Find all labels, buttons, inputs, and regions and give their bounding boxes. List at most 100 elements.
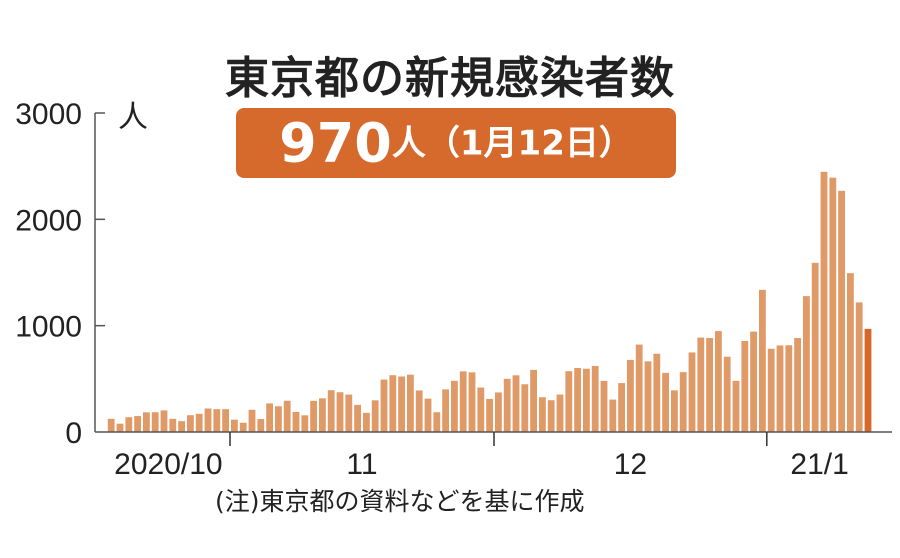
bar — [160, 410, 168, 432]
bar — [389, 375, 397, 432]
bar — [697, 337, 705, 432]
bar — [811, 262, 819, 432]
bar — [107, 418, 115, 432]
bar — [776, 345, 784, 432]
bar — [231, 419, 238, 432]
bar — [530, 369, 537, 432]
bar — [116, 423, 124, 432]
bar — [292, 411, 300, 432]
bar — [767, 348, 775, 432]
bar — [266, 403, 273, 432]
bar — [653, 353, 661, 432]
bar — [671, 390, 678, 432]
bar — [495, 392, 502, 432]
bar — [398, 376, 405, 432]
bar — [301, 415, 309, 432]
bar — [195, 413, 203, 432]
bar — [310, 400, 317, 432]
bar — [354, 404, 361, 432]
y-tick-label: 3000 — [15, 98, 82, 131]
source-note: (注)東京都の資料などを基に作成 — [215, 487, 585, 516]
bar — [178, 421, 185, 432]
y-tick-label: 0 — [65, 417, 82, 450]
bar — [591, 365, 599, 432]
bar — [486, 398, 493, 432]
bar — [275, 406, 282, 432]
bar — [741, 340, 749, 432]
bar — [204, 408, 212, 432]
bar — [363, 412, 370, 432]
bar — [644, 361, 652, 432]
bar — [248, 409, 256, 432]
bar — [512, 375, 520, 432]
bar — [442, 389, 449, 432]
bar — [547, 400, 555, 432]
x-month-label: 12 — [614, 448, 647, 481]
bar — [433, 412, 441, 432]
bar — [556, 394, 564, 432]
bar — [415, 390, 423, 432]
bar — [380, 379, 388, 432]
bar — [838, 190, 845, 432]
bar — [723, 356, 731, 432]
bar — [565, 371, 573, 432]
bar — [319, 398, 326, 432]
bar — [451, 380, 458, 432]
bar — [785, 345, 793, 432]
bar — [847, 273, 854, 432]
bar — [539, 397, 546, 432]
y-unit-label: 人 — [118, 100, 148, 135]
bar — [732, 380, 740, 432]
x-month-label: 2020/10 — [114, 448, 222, 481]
bar — [715, 331, 722, 432]
bar — [662, 372, 669, 432]
bar — [424, 398, 432, 432]
bar — [600, 380, 608, 432]
bar — [794, 338, 801, 432]
bar — [371, 400, 379, 432]
bar — [257, 419, 265, 432]
bar — [283, 400, 291, 432]
bar — [521, 384, 529, 432]
x-month-label: 21/1 — [790, 448, 848, 481]
bar — [134, 416, 141, 432]
y-tick-label: 2000 — [15, 204, 82, 237]
bar — [187, 415, 194, 432]
bar — [222, 409, 229, 432]
bar — [574, 367, 581, 432]
bar — [503, 378, 511, 432]
bar — [151, 412, 159, 432]
bar — [125, 417, 133, 432]
bar — [583, 368, 590, 432]
bar — [407, 374, 414, 432]
bar — [803, 296, 810, 432]
bar — [327, 390, 335, 432]
bar — [679, 372, 687, 432]
bar — [759, 289, 766, 432]
latest-value-badge: 970人（1月12日） — [236, 108, 676, 178]
bar — [618, 383, 625, 432]
bar — [635, 344, 643, 432]
bar — [829, 177, 837, 432]
bar — [609, 399, 617, 432]
bar — [627, 359, 634, 432]
bar — [143, 412, 150, 432]
bar — [864, 328, 872, 432]
bar — [213, 409, 221, 432]
bar — [477, 387, 485, 432]
bar — [239, 422, 247, 432]
bar — [468, 372, 476, 432]
latest-value: 970 — [279, 111, 392, 175]
latest-value-date: 人（1月12日） — [391, 123, 633, 164]
bar — [855, 302, 863, 432]
bar — [820, 171, 828, 432]
bar — [706, 338, 713, 432]
chart-title: 東京都の新規感染者数 — [225, 53, 675, 104]
bar — [688, 352, 696, 432]
bar — [345, 394, 353, 432]
bar — [459, 371, 467, 432]
bar — [750, 331, 757, 432]
bar — [336, 392, 344, 432]
bar — [169, 418, 177, 432]
